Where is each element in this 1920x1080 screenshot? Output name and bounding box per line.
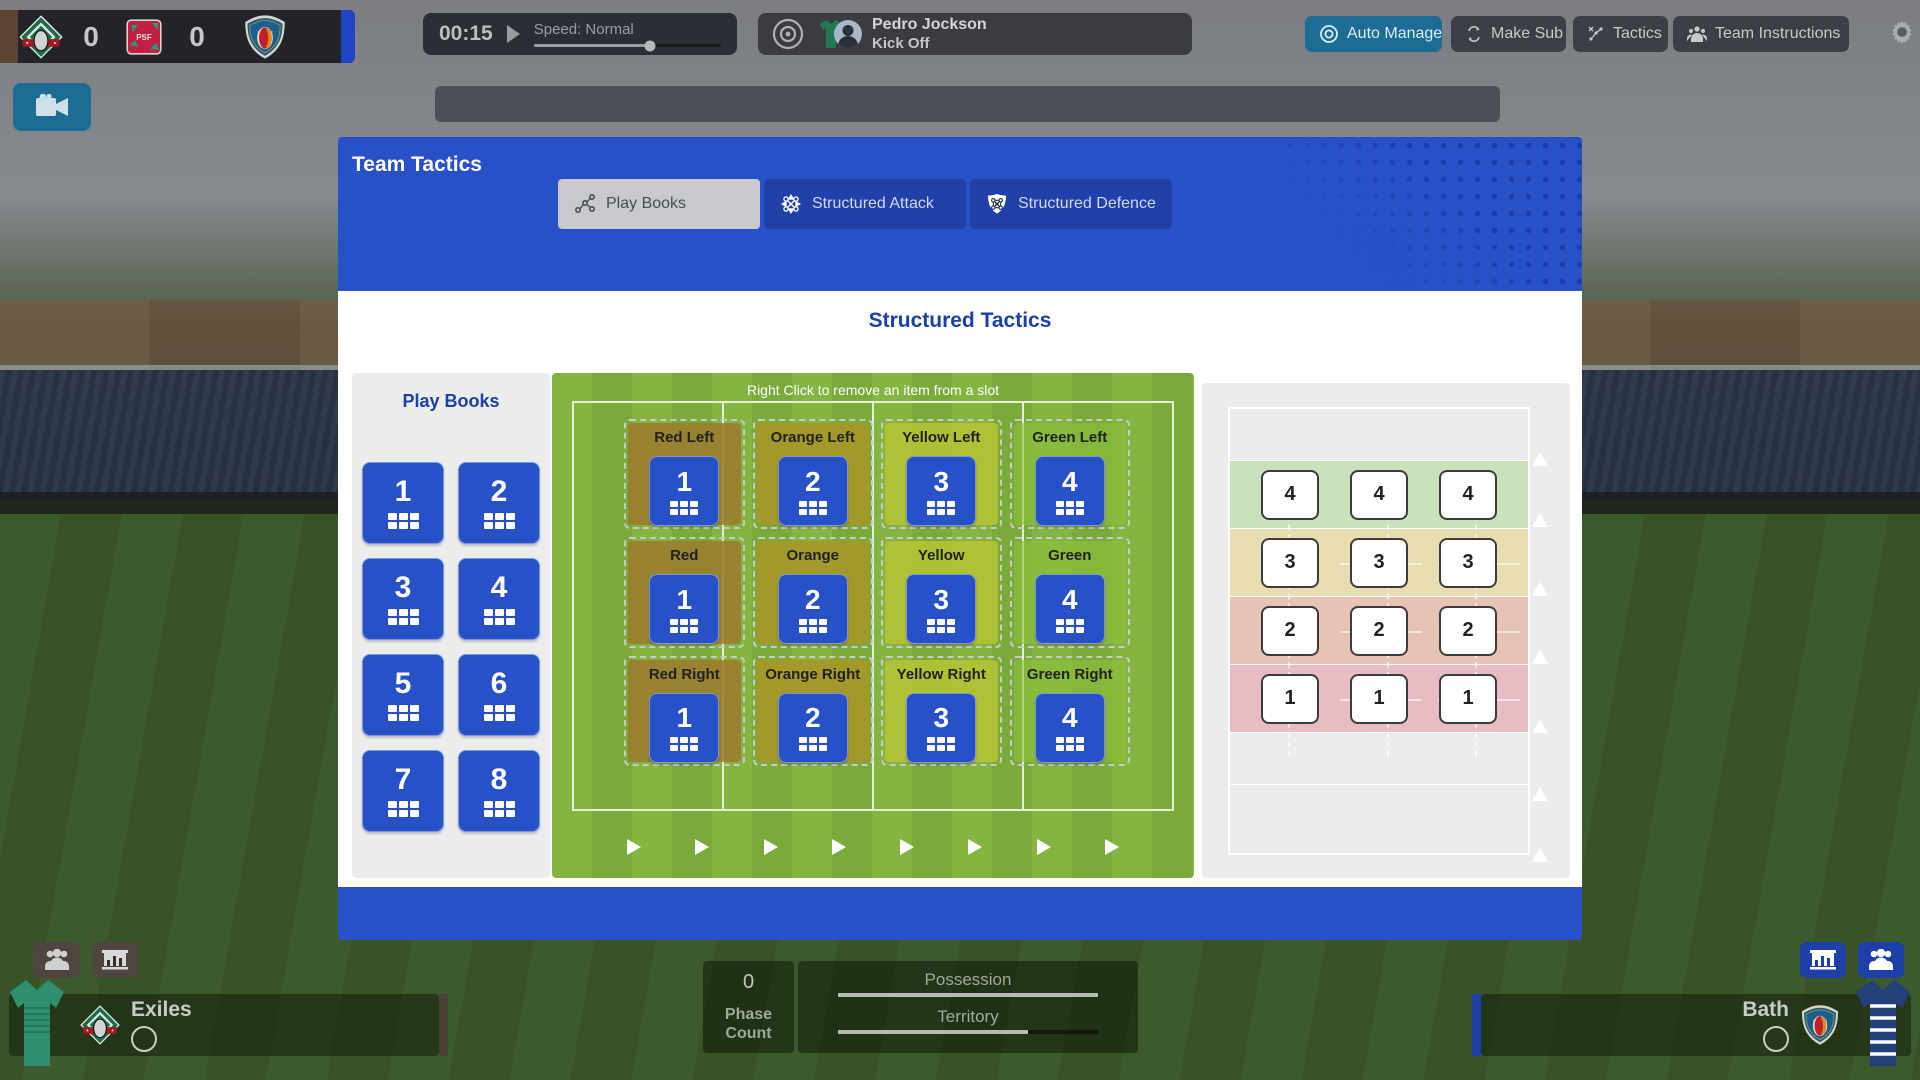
svg-text:PSF: PSF bbox=[136, 33, 152, 42]
